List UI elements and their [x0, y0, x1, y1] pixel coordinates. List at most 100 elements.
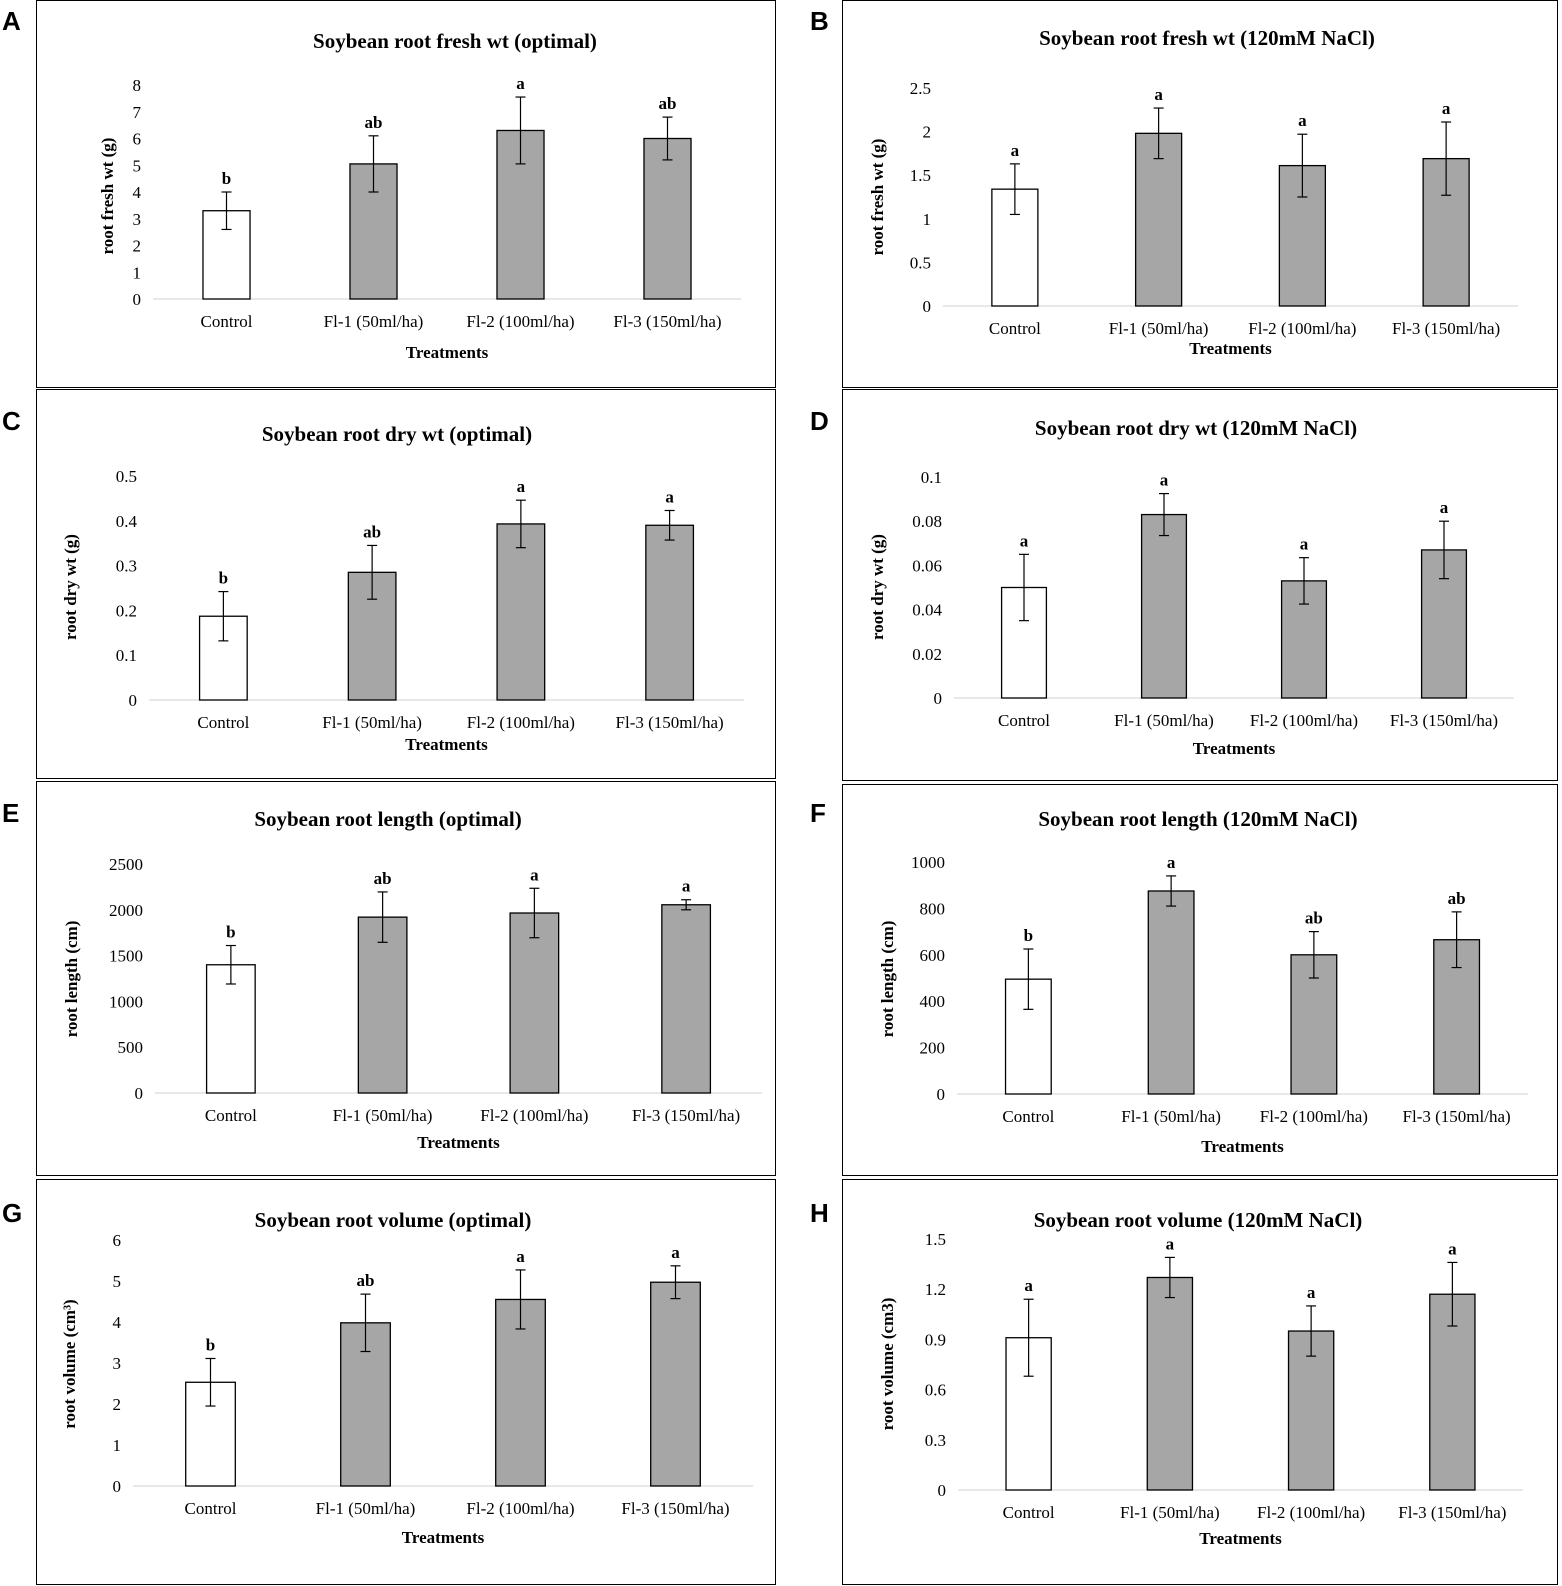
x-tick-label: Control: [989, 319, 1041, 338]
y-tick-label: 0.02: [912, 645, 942, 664]
y-tick-label: 1.5: [925, 1230, 946, 1249]
y-tick-label: 1: [133, 263, 142, 282]
y-axis-label: root fresh wt (g): [98, 138, 117, 255]
y-tick-label: 0: [923, 297, 932, 316]
y-tick-label: 1: [923, 210, 932, 229]
y-tick-label: 0.3: [116, 557, 137, 576]
chart-title: Soybean root fresh wt (120mM NaCl): [1039, 26, 1375, 50]
bar: [661, 904, 712, 1094]
significance-label: ab: [357, 1271, 375, 1290]
y-tick-label: 0.2: [116, 601, 137, 620]
x-tick-label: Fl-1 (50ml/ha): [333, 1106, 433, 1125]
y-tick-label: 2000: [109, 901, 143, 920]
x-tick-label: Fl-3 (150ml/ha): [632, 1106, 740, 1125]
x-tick-label: Fl-3 (150ml/ha): [1403, 1107, 1511, 1126]
x-tick-label: Fl-1 (50ml/ha): [1121, 1107, 1221, 1126]
y-axis-label: root volume (cm3): [878, 1298, 897, 1431]
y-tick-label: 2500: [109, 855, 143, 874]
significance-label: ab: [363, 522, 381, 541]
bar: [645, 524, 695, 701]
significance-label: a: [1298, 111, 1307, 130]
significance-label: ab: [1305, 909, 1323, 928]
chart-panel-c: Soybean root dry wt (optimal) 0 0.1 0.2 0.3 0…: [36, 389, 776, 779]
x-tick-label: Fl-3 (150ml/ha): [621, 1499, 729, 1518]
x-tick-label: Fl-2 (100ml/ha): [467, 713, 575, 732]
x-axis-label: Treatments: [402, 1528, 485, 1547]
y-tick-label: 5: [133, 156, 142, 175]
x-tick-label: Control: [185, 1499, 237, 1518]
x-tick-label: Fl-2 (100ml/ha): [1248, 319, 1356, 338]
y-tick-label: 4: [133, 183, 142, 202]
panel-letter-g: G: [2, 1198, 23, 1228]
y-tick-label: 0.1: [116, 646, 137, 665]
y-axis-label: root length (cm): [878, 921, 897, 1038]
bar: [1146, 1276, 1194, 1491]
significance-label: a: [1166, 1234, 1175, 1253]
significance-label: a: [682, 877, 691, 896]
y-tick-label: 0: [113, 1477, 122, 1496]
y-tick-label: 6: [133, 130, 142, 149]
significance-label: a: [1448, 1239, 1457, 1258]
x-tick-label: Fl-3 (150ml/ha): [1398, 1503, 1506, 1522]
y-tick-label: 2.5: [910, 79, 931, 98]
chart-panel-h: Soybean root volume (120mM NaCl) 0 0.3 0.6 0…: [842, 1179, 1558, 1585]
y-tick-label: 2: [923, 123, 932, 142]
y-axis-label: root length (cm): [62, 921, 81, 1038]
y-tick-label: 0: [135, 1084, 144, 1103]
bar: [1278, 164, 1327, 307]
x-tick-label: Fl-1 (50ml/ha): [1120, 1503, 1220, 1522]
y-tick-label: 0.3: [925, 1431, 946, 1450]
significance-label: a: [517, 477, 526, 496]
y-tick-label: 0: [133, 290, 142, 309]
y-tick-label: 0.5: [910, 253, 931, 272]
significance-label: a: [1154, 85, 1163, 104]
bar: [495, 1298, 546, 1487]
significance-label: b: [219, 569, 228, 588]
x-axis-label: Treatments: [1189, 339, 1272, 358]
y-tick-label: 6: [113, 1231, 122, 1250]
x-tick-label: Fl-3 (150ml/ha): [1392, 319, 1500, 338]
chart-svg: Soybean root fresh wt (120mM NaCl) 0 0.5 1 1…: [868, 26, 1518, 358]
panel-letter-d: D: [810, 406, 829, 436]
y-tick-label: 3: [113, 1354, 122, 1373]
chart-panel-b: Soybean root fresh wt (120mM NaCl) 0 0.5 1 1…: [842, 0, 1558, 388]
x-tick-label: Control: [1002, 1107, 1054, 1126]
chart-panel-d: Soybean root dry wt (120mM NaCl) 0 0.02 0.0…: [842, 389, 1558, 781]
x-tick-label: Fl-2 (100ml/ha): [466, 1499, 574, 1518]
bar: [509, 912, 560, 1094]
panel-letter-h: H: [810, 1198, 829, 1228]
significance-label: a: [516, 1247, 525, 1266]
significance-label: a: [1020, 531, 1029, 550]
y-tick-label: 1: [113, 1436, 122, 1455]
y-tick-label: 3: [133, 210, 142, 229]
significance-label: a: [1300, 535, 1309, 554]
panel-letter-f: F: [810, 798, 826, 828]
x-tick-label: Fl-3 (150ml/ha): [613, 312, 721, 331]
y-tick-label: 0.06: [912, 556, 942, 575]
x-tick-label: Fl-1 (50ml/ha): [316, 1499, 416, 1518]
significance-label: a: [1442, 99, 1451, 118]
x-tick-label: Fl-2 (100ml/ha): [480, 1106, 588, 1125]
significance-label: a: [1307, 1283, 1316, 1302]
y-tick-label: 0: [937, 1085, 946, 1104]
y-tick-label: 0.08: [912, 512, 942, 531]
x-axis-label: Treatments: [405, 735, 488, 754]
y-tick-label: 8: [133, 76, 142, 95]
x-tick-label: Fl-1 (50ml/ha): [322, 713, 422, 732]
y-tick-label: 1000: [109, 992, 143, 1011]
panel-letter-c: C: [2, 406, 21, 436]
x-axis-label: Treatments: [417, 1133, 500, 1152]
x-tick-label: Fl-1 (50ml/ha): [1109, 319, 1209, 338]
x-axis-label: Treatments: [1193, 739, 1276, 758]
chart-title: Soybean root dry wt (optimal): [262, 422, 532, 446]
panel-letter-e: E: [2, 798, 20, 828]
bar: [650, 1281, 701, 1487]
x-tick-label: Fl-2 (100ml/ha): [1250, 711, 1358, 730]
chart-title: Soybean root fresh wt (optimal): [313, 29, 597, 53]
y-tick-label: 0: [129, 691, 138, 710]
significance-label: a: [1011, 141, 1020, 160]
panel-letter-b: B: [810, 6, 829, 36]
significance-label: a: [671, 1243, 680, 1262]
x-tick-label: Fl-2 (100ml/ha): [466, 312, 574, 331]
chart-svg: Soybean root dry wt (120mM NaCl) 0 0.02 0.0…: [868, 416, 1514, 758]
